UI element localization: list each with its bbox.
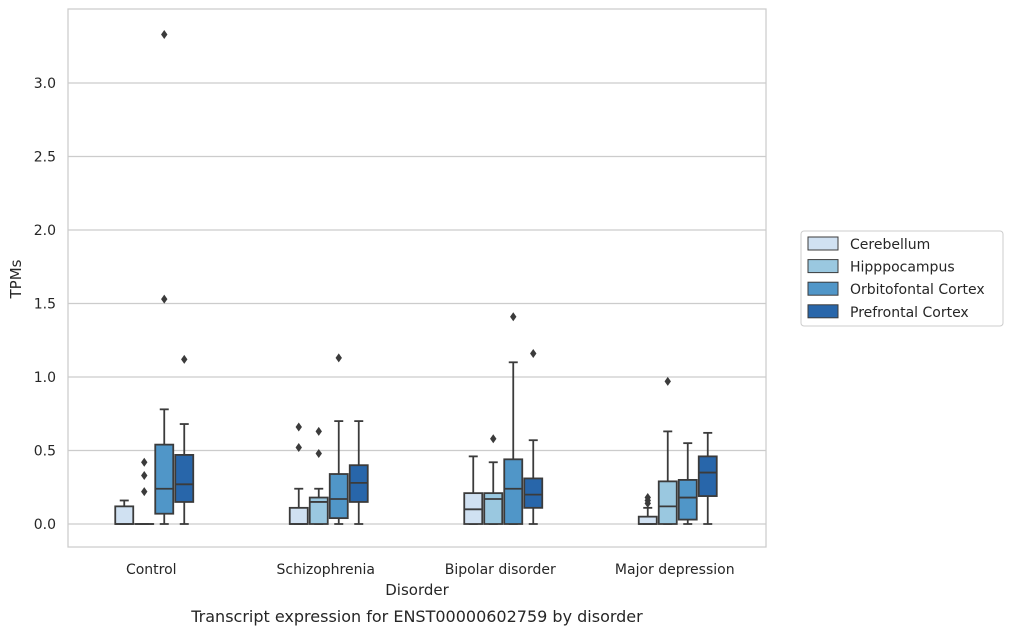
outlier-point: [530, 348, 537, 358]
box-0-0: [114, 499, 135, 525]
outlier-point: [335, 353, 342, 363]
legend-label: Hipppocampus: [850, 260, 955, 276]
legend-item-1: Hipppocampus: [807, 259, 955, 276]
outlier-point: [161, 294, 168, 304]
y-tick-label: 2.5: [34, 150, 56, 166]
y-axis-label: TPMs: [7, 259, 25, 299]
box-body: [174, 454, 195, 503]
legend-swatch: [807, 281, 839, 296]
box-body: [657, 480, 678, 525]
box-2-2: [503, 312, 524, 525]
outlier-point: [141, 470, 148, 480]
y-tick-label: 3.0: [34, 76, 56, 92]
legend-item-0: Cerebellum: [807, 236, 930, 253]
y-tick-label: 2.0: [34, 223, 56, 239]
outlier-point: [315, 426, 322, 436]
box-2-1: [483, 434, 504, 525]
y-tick-label: 0.0: [34, 517, 56, 533]
box-0-1: [134, 457, 155, 525]
box-body: [154, 443, 175, 515]
box-1-3: [348, 420, 369, 525]
box-body: [308, 496, 329, 525]
box-3-0: [637, 493, 658, 525]
outlier-point: [490, 434, 497, 444]
x-tick-label: Schizophrenia: [277, 562, 375, 578]
box-0-2: [154, 29, 175, 525]
box-0-3: [174, 354, 195, 525]
outlier-point: [295, 422, 302, 432]
box-3-3: [697, 431, 718, 525]
legend-label: Prefrontal Cortex: [850, 305, 969, 321]
outlier-point: [315, 448, 322, 458]
legend-swatch: [807, 236, 839, 251]
outlier-point: [181, 354, 188, 364]
box-body: [637, 515, 658, 525]
legend-entries: Cerebellum Hipppocampus Orbitofontal Corte…: [807, 236, 985, 321]
outlier-point: [141, 457, 148, 467]
box-1-1: [308, 426, 329, 525]
outlier-point: [644, 493, 651, 503]
box-body: [288, 506, 309, 525]
legend: Cerebellum Hipppocampus Orbitofontal Corte…: [800, 230, 1004, 327]
chart-caption: Transcript expression for ENST0000060275…: [190, 607, 643, 626]
legend-swatch: [807, 259, 839, 274]
legend-item-2: Orbitofontal Cortex: [807, 281, 985, 298]
box-body: [503, 458, 524, 525]
x-tick-label: Major depression: [615, 562, 735, 578]
box-3-1: [657, 376, 678, 525]
legend-item-3: Prefrontal Cortex: [807, 304, 969, 321]
outlier-point: [161, 29, 168, 39]
box-2-0: [463, 455, 484, 525]
y-tick-labels: 0.0 0.5 1.0 1.5 2.0 2.5 3.0: [34, 76, 56, 533]
box-body: [697, 455, 718, 497]
y-tick-label: 1.5: [34, 297, 56, 313]
box-1-0: [288, 422, 309, 525]
box-body: [328, 473, 349, 520]
box-2-3: [523, 348, 544, 525]
x-tick-label: Bipolar disorder: [445, 562, 556, 578]
box-body: [114, 505, 135, 525]
y-tick-label: 1.0: [34, 370, 56, 386]
x-axis-label: Disorder: [385, 581, 449, 599]
outlier-point: [510, 312, 517, 322]
box-series: [114, 29, 718, 525]
box-body: [677, 478, 698, 521]
box-3-2: [677, 442, 698, 525]
box-1-2: [328, 353, 349, 525]
outlier-point: [664, 376, 671, 386]
outlier-point: [141, 487, 148, 497]
x-tick-label: Control: [126, 562, 177, 578]
legend-frame: [800, 230, 1004, 327]
x-tick-labels: Control Schizophrenia Bipolar disorder Majo…: [126, 562, 735, 578]
legend-label: Cerebellum: [850, 237, 930, 253]
y-tick-label: 0.5: [34, 444, 56, 460]
legend-label: Orbitofontal Cortex: [850, 282, 985, 298]
box-body: [483, 492, 504, 525]
outlier-point: [295, 443, 302, 453]
box-body: [523, 477, 544, 509]
legend-swatch: [807, 304, 839, 319]
